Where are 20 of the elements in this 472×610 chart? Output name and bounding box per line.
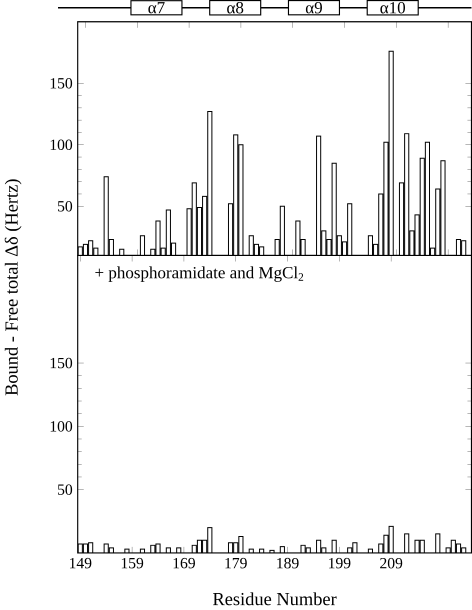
text: α7 [148,2,165,14]
y-tick-label: 50 [58,201,72,212]
x-tick-label: 209 [380,558,402,568]
x-tick-label: 199 [328,558,350,568]
x-tick-label: 179 [225,558,247,568]
y-tick-label: 50 [58,484,72,495]
x-tick-label: 159 [122,558,144,568]
y-tick-label: 100 [50,421,72,432]
y-tick-label: 100 [50,140,72,150]
x-tick-label: 189 [277,558,299,568]
y-axis-title: Bound - Free total Δδ (Hertz) [4,179,22,396]
y-tick-label: 150 [50,358,72,368]
annotation: + phosphoramidate and MgCl$_{2}$ [95,266,304,282]
text: α8 [227,2,244,14]
x-axis-title: Residue Number [212,592,336,606]
x-tick-label: 149 [70,558,92,568]
text: α9 [306,2,322,14]
y-tick-label: 150 [50,78,72,89]
x-tick-label: 169 [174,558,195,568]
text: α10 [380,2,405,14]
